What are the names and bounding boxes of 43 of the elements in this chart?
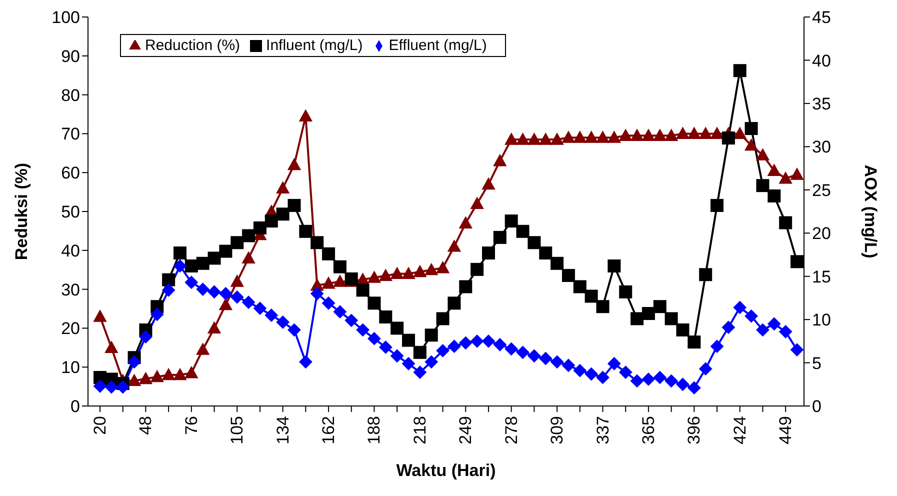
x-tick-label: 309	[548, 416, 567, 444]
x-tick-label: 278	[502, 416, 521, 444]
y-tick-label: 20	[61, 319, 80, 338]
y-tick-label: 70	[61, 124, 80, 144]
y-tick-label: 50	[61, 202, 80, 222]
x-tick-label: 48	[136, 416, 156, 435]
x-tick-label: 76	[182, 416, 201, 435]
x-tick-label: 396	[684, 416, 704, 444]
y2-tick-label: 15	[812, 267, 831, 286]
x-tick-label: 449	[776, 416, 796, 444]
y-tick-label: 40	[61, 241, 80, 260]
y-tick-label: 90	[61, 46, 80, 66]
x-tick-label: 134	[273, 416, 292, 444]
legend-label: Influent (mg/L)	[266, 37, 363, 54]
x-tick-label: 20	[90, 416, 110, 435]
y-tick-label: 60	[61, 164, 80, 183]
x-tick-label: 188	[364, 416, 384, 444]
x-axis-title: Waktu (Hari)	[396, 461, 496, 480]
legend-label: Reduction (%)	[145, 37, 240, 54]
x-tick-label: 105	[228, 416, 247, 444]
y2-tick-label: 30	[812, 138, 831, 157]
y2-tick-label: 45	[812, 8, 831, 28]
y-tick-label: 0	[70, 397, 80, 416]
y-tick-label: 100	[52, 8, 80, 28]
x-tick-label: 162	[319, 416, 338, 444]
y2-tick-label: 20	[812, 224, 831, 244]
y-tick-label: 80	[61, 86, 80, 105]
y2-tick-label: 40	[812, 51, 831, 70]
y-tick-label: 10	[61, 358, 80, 378]
y2-tick-label: 10	[812, 310, 831, 330]
x-tick-label: 218	[410, 416, 430, 444]
legend-label: Effluent (mg/L)	[388, 37, 487, 54]
y2-tick-label: 5	[812, 354, 822, 373]
x-tick-label: 249	[456, 416, 476, 444]
y2-tick-label: 25	[812, 180, 831, 200]
y-axis-title: Reduksi (%)	[12, 162, 32, 260]
y2-tick-label: 0	[812, 397, 822, 416]
x-tick-label: 365	[638, 416, 658, 444]
y2-tick-label: 35	[812, 94, 831, 114]
y-tick-label: 30	[61, 280, 80, 300]
x-tick-label: 424	[730, 416, 750, 444]
x-tick-label: 337	[593, 416, 612, 444]
y2-axis-title: AOX (mg/L)	[860, 164, 880, 258]
